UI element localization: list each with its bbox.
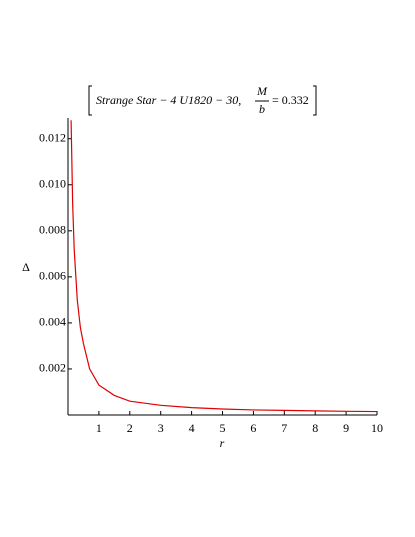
x-tick-label: 4 (189, 421, 195, 435)
y-tick-label: 0.002 (39, 361, 66, 375)
title-bracket (313, 85, 317, 116)
title-numerator: M (256, 84, 268, 98)
x-tick-label: 10 (371, 421, 383, 435)
x-tick-label: 3 (158, 421, 164, 435)
x-tick-label: 2 (127, 421, 133, 435)
x-tick-label: 7 (281, 421, 287, 435)
x-tick-label: 9 (343, 421, 349, 435)
x-tick-label: 5 (220, 421, 226, 435)
y-tick-label: 0.004 (39, 315, 66, 329)
title-bracket (88, 85, 92, 116)
x-tick-label: 6 (250, 421, 256, 435)
title-suffix: = 0.332 (272, 93, 309, 107)
y-tick-label: 0.008 (39, 223, 66, 237)
chart-title: Strange Star − 4 U1820 − 30, (96, 93, 241, 107)
title-denominator: b (259, 102, 265, 116)
y-tick-label: 0.006 (39, 269, 66, 283)
x-tick-label: 8 (312, 421, 318, 435)
y-tick-label: 0.012 (39, 130, 66, 144)
y-tick-label: 0.010 (39, 177, 66, 191)
data-line (70, 120, 378, 413)
x-axis-label: r (220, 436, 225, 450)
y-axis-label: Δ (22, 260, 30, 274)
x-tick-label: 1 (96, 421, 102, 435)
